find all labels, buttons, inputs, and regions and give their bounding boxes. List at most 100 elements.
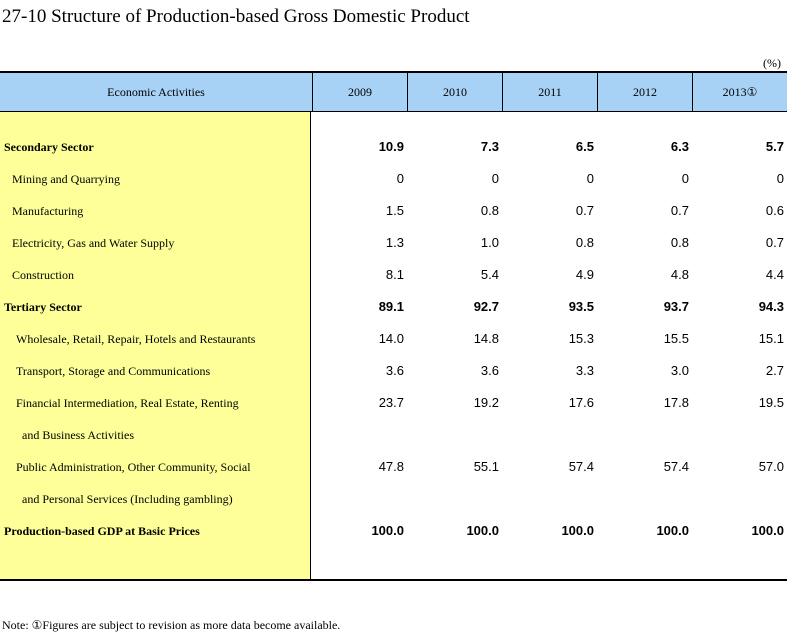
value-cell-2012: 93.7 <box>663 299 689 314</box>
header-year-2012: 2012 <box>597 73 692 111</box>
table-row: Production-based GDP at Basic Prices 100.… <box>0 515 787 547</box>
page-title: 27-10 Structure of Production-based Gros… <box>2 6 470 27</box>
header-year-2009: 2009 <box>312 73 407 111</box>
value-cell-2010: 55.1 <box>473 459 499 474</box>
value-cell-2012: 6.3 <box>670 139 689 154</box>
table-row: and Personal Services (Including gamblin… <box>0 483 787 515</box>
value-cell-2010: 7.3 <box>480 139 499 154</box>
value-cell-2013: 0 <box>776 171 784 186</box>
value-cell-2011: 15.3 <box>568 331 594 346</box>
header-year-2010: 2010 <box>407 73 502 111</box>
table-row: Construction 8.1 5.4 4.9 4.8 4.4 <box>0 259 787 291</box>
value-cell-2010: 19.2 <box>473 395 499 410</box>
value-cell-2009: 8.1 <box>385 267 404 282</box>
value-cell-2012 <box>609 419 689 451</box>
header-year-2011: 2011 <box>502 73 597 111</box>
unit-label: (%) <box>763 56 781 70</box>
row-label: Production-based GDP at Basic Prices <box>4 524 200 538</box>
row-label: Construction <box>12 268 74 282</box>
row-label: and Personal Services (Including gamblin… <box>22 492 233 506</box>
row-label: Manufacturing <box>12 204 84 218</box>
value-cell-2013 <box>704 419 784 451</box>
value-cell-2010: 100.0 <box>466 523 499 538</box>
value-cell-2013: 57.0 <box>758 459 784 474</box>
table-row: Financial Intermediation, Real Estate, R… <box>0 387 787 419</box>
value-cell-2012: 0.7 <box>670 203 689 218</box>
value-cell-2010: 3.6 <box>480 363 499 378</box>
row-label: and Business Activities <box>22 428 134 442</box>
row-label: Wholesale, Retail, Repair, Hotels and Re… <box>16 332 256 346</box>
value-cell-2010 <box>419 483 499 515</box>
value-cell-2010: 5.4 <box>480 267 499 282</box>
value-cell-2012: 57.4 <box>663 459 689 474</box>
value-cell-2012: 4.8 <box>670 267 689 282</box>
table-row: Wholesale, Retail, Repair, Hotels and Re… <box>0 323 787 355</box>
value-cell-2009 <box>324 483 404 515</box>
value-cell-2013: 2.7 <box>765 363 784 378</box>
value-cell-2011: 0 <box>586 171 594 186</box>
value-cell-2010: 14.8 <box>473 331 499 346</box>
value-cell-2013: 15.1 <box>758 331 784 346</box>
value-cell-2013: 5.7 <box>765 139 784 154</box>
table-row: Transport, Storage and Communications 3.6… <box>0 355 787 387</box>
value-cell-2011: 4.9 <box>575 267 594 282</box>
gdp-structure-table: Economic Activities 2009 2010 2011 2012 … <box>0 71 787 581</box>
table-header: Economic Activities 2009 2010 2011 2012 … <box>0 73 787 112</box>
value-cell-2011 <box>514 419 594 451</box>
value-cell-2009: 47.8 <box>378 459 404 474</box>
value-cell-2011: 0.7 <box>575 203 594 218</box>
value-cell-2009: 100.0 <box>371 523 404 538</box>
value-cell-2010: 0 <box>491 171 499 186</box>
value-cell-2012: 3.0 <box>670 363 689 378</box>
table-row: Mining and Quarrying 0 0 0 0 0 <box>0 163 787 195</box>
value-cell-2011: 57.4 <box>568 459 594 474</box>
value-cell-2011 <box>514 483 594 515</box>
row-label: Tertiary Sector <box>4 300 82 314</box>
value-cell-2013: 0.6 <box>765 203 784 218</box>
value-cell-2011: 6.5 <box>575 139 594 154</box>
value-cell-2009: 14.0 <box>378 331 404 346</box>
value-cell-2013: 0.7 <box>765 235 784 250</box>
row-label: Secondary Sector <box>4 140 94 154</box>
table-row: Manufacturing 1.5 0.8 0.7 0.7 0.6 <box>0 195 787 227</box>
value-cell-2013: 4.4 <box>765 267 784 282</box>
value-cell-2012: 0.8 <box>670 235 689 250</box>
value-cell-2012: 15.5 <box>663 331 689 346</box>
row-label: Mining and Quarrying <box>12 172 120 186</box>
value-cell-2009 <box>324 419 404 451</box>
footnote: Note: ①Figures are subject to revision a… <box>2 618 341 632</box>
value-cell-2010: 92.7 <box>473 299 499 314</box>
value-cell-2009: 3.6 <box>385 363 404 378</box>
value-cell-2012 <box>609 483 689 515</box>
value-cell-2013: 94.3 <box>758 299 784 314</box>
value-cell-2009: 0 <box>396 171 404 186</box>
row-label: Public Administration, Other Community, … <box>16 460 251 474</box>
table-row: Secondary Sector 10.9 7.3 6.5 6.3 5.7 <box>0 131 787 163</box>
value-cell-2013 <box>704 483 784 515</box>
row-label: Financial Intermediation, Real Estate, R… <box>16 396 239 410</box>
value-cell-2010 <box>419 419 499 451</box>
value-cell-2010: 1.0 <box>480 235 499 250</box>
value-cell-2011: 93.5 <box>568 299 594 314</box>
value-cell-2011: 0.8 <box>575 235 594 250</box>
value-cell-2012: 100.0 <box>656 523 689 538</box>
table-row: and Business Activities <box>0 419 787 451</box>
row-label: Electricity, Gas and Water Supply <box>12 236 175 250</box>
value-cell-2012: 17.8 <box>663 395 689 410</box>
value-cell-2009: 89.1 <box>378 299 404 314</box>
value-cell-2011: 100.0 <box>561 523 594 538</box>
value-cell-2012: 0 <box>681 171 689 186</box>
value-cell-2009: 1.5 <box>385 203 404 218</box>
value-cell-2010: 0.8 <box>480 203 499 218</box>
header-year-2013: 2013① <box>692 73 787 111</box>
value-cell-2009: 1.3 <box>385 235 404 250</box>
value-cell-2009: 10.9 <box>378 139 404 154</box>
value-cell-2011: 17.6 <box>568 395 594 410</box>
value-cell-2013: 100.0 <box>751 523 784 538</box>
table-row: Tertiary Sector 89.1 92.7 93.5 93.7 94.3 <box>0 291 787 323</box>
table-row: Public Administration, Other Community, … <box>0 451 787 483</box>
table-row: Electricity, Gas and Water Supply 1.3 1.0 0… <box>0 227 787 259</box>
label-column-background <box>0 112 311 579</box>
value-cell-2011: 3.3 <box>575 363 594 378</box>
value-cell-2009: 23.7 <box>378 395 404 410</box>
